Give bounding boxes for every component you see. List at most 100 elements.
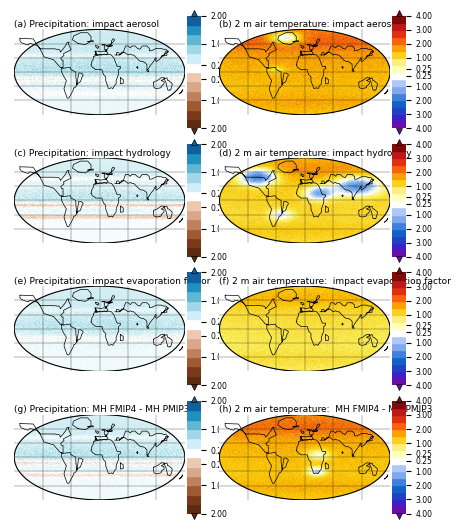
Bar: [187, 247, 201, 257]
Ellipse shape: [219, 414, 390, 500]
Bar: [392, 23, 406, 30]
Bar: [187, 448, 201, 457]
Bar: [187, 504, 201, 514]
Bar: [392, 287, 406, 293]
Bar: [187, 401, 201, 410]
Bar: [187, 154, 201, 163]
Bar: [392, 329, 406, 336]
Bar: [187, 144, 201, 154]
Bar: [187, 172, 201, 182]
Ellipse shape: [219, 158, 390, 243]
Bar: [392, 37, 406, 44]
Bar: [187, 191, 201, 201]
Bar: [392, 272, 406, 279]
Bar: [187, 53, 201, 63]
Ellipse shape: [14, 286, 185, 372]
Bar: [392, 107, 406, 114]
Bar: [187, 466, 201, 476]
Text: (h) 2 m air temperature:  MH FMIP4 - MH PMIP3: (h) 2 m air temperature: MH FMIP4 - MH P…: [219, 406, 433, 414]
Text: (a) Precipitation: impact aerosol: (a) Precipitation: impact aerosol: [14, 20, 159, 29]
Bar: [392, 16, 406, 23]
Bar: [187, 495, 201, 504]
Bar: [392, 208, 406, 214]
Text: (e) Precipitation: impact evaporation factor: (e) Precipitation: impact evaporation fa…: [14, 277, 210, 286]
Bar: [187, 72, 201, 81]
Bar: [392, 279, 406, 287]
Bar: [187, 110, 201, 119]
Bar: [392, 222, 406, 228]
Bar: [187, 228, 201, 238]
Bar: [187, 338, 201, 347]
Bar: [392, 378, 406, 385]
Bar: [392, 201, 406, 208]
Text: (b) 2 m air temperature: impact aerosol: (b) 2 m air temperature: impact aerosol: [219, 20, 400, 29]
Bar: [392, 100, 406, 107]
Bar: [187, 410, 201, 420]
Bar: [187, 182, 201, 191]
Bar: [392, 371, 406, 378]
Bar: [392, 93, 406, 100]
Bar: [392, 415, 406, 422]
Bar: [187, 16, 201, 25]
Bar: [392, 79, 406, 86]
Text: (d) 2 m air temperature: impact hydrology: (d) 2 m air temperature: impact hydrolog…: [219, 149, 412, 158]
Ellipse shape: [14, 29, 185, 115]
Ellipse shape: [219, 286, 390, 372]
Bar: [392, 144, 406, 151]
Bar: [392, 471, 406, 478]
Bar: [187, 238, 201, 247]
Text: (g) Precipitation: MH FMIP4 - MH PMIP3: (g) Precipitation: MH FMIP4 - MH PMIP3: [14, 406, 190, 414]
Bar: [392, 122, 406, 128]
Bar: [392, 65, 406, 72]
Bar: [392, 86, 406, 93]
Bar: [392, 236, 406, 243]
Bar: [187, 357, 201, 366]
Bar: [392, 401, 406, 408]
Bar: [392, 429, 406, 436]
Bar: [392, 478, 406, 485]
Bar: [187, 63, 201, 72]
Bar: [392, 172, 406, 179]
Bar: [187, 429, 201, 439]
Bar: [187, 119, 201, 128]
Bar: [392, 44, 406, 51]
Bar: [187, 301, 201, 310]
Bar: [187, 476, 201, 485]
Bar: [392, 450, 406, 457]
Bar: [187, 347, 201, 357]
Bar: [392, 158, 406, 165]
Ellipse shape: [14, 414, 185, 500]
Bar: [392, 436, 406, 443]
Ellipse shape: [14, 158, 185, 243]
Bar: [392, 51, 406, 58]
Bar: [392, 464, 406, 471]
Bar: [187, 91, 201, 100]
Bar: [187, 35, 201, 44]
Bar: [187, 439, 201, 448]
Bar: [392, 485, 406, 493]
Bar: [187, 282, 201, 291]
Bar: [187, 219, 201, 228]
Bar: [187, 376, 201, 385]
Text: (c) Precipitation: impact hydrology: (c) Precipitation: impact hydrology: [14, 149, 171, 158]
Bar: [392, 493, 406, 499]
Bar: [392, 58, 406, 65]
Bar: [187, 329, 201, 338]
Bar: [392, 114, 406, 122]
Bar: [187, 291, 201, 301]
Bar: [392, 293, 406, 301]
Bar: [187, 210, 201, 219]
Bar: [392, 457, 406, 464]
Bar: [392, 165, 406, 172]
Bar: [392, 408, 406, 415]
Bar: [392, 214, 406, 222]
Bar: [392, 499, 406, 507]
Bar: [187, 457, 201, 466]
Bar: [187, 201, 201, 210]
Bar: [392, 357, 406, 364]
Bar: [187, 100, 201, 110]
Bar: [392, 350, 406, 357]
Bar: [187, 163, 201, 172]
Bar: [187, 420, 201, 429]
Bar: [392, 443, 406, 450]
